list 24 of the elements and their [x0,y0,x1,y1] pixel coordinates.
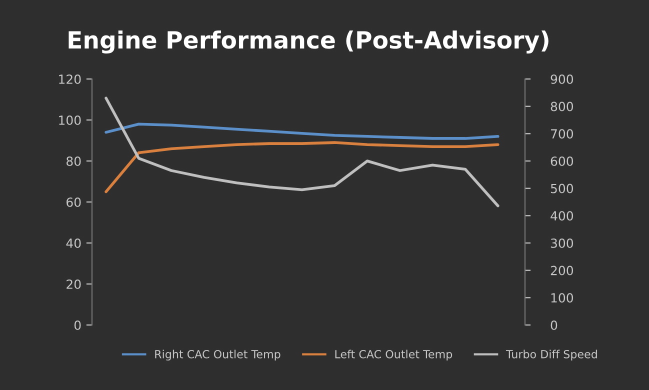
line-series [104,141,500,194]
y-tick-label: 100 [59,115,81,125]
y2-tick-label: 700 [551,129,574,139]
y2-tick-label: 800 [550,102,574,112]
legend-label: Turbo Diff Speed [506,350,597,361]
y2-tick-label: 100 [551,293,574,303]
y-tick-label: 20 [66,279,81,289]
line-series [104,96,500,208]
legend-label: Left CAC Outlet Temp [335,350,452,361]
y2-tick-label: 600 [550,156,574,166]
y-tick-label: 40 [66,238,81,248]
y-tick-label: 60 [66,197,81,207]
y-tick-label: 80 [66,156,81,166]
y2-tick-label: 500 [550,184,574,194]
line-series [104,122,500,140]
chart-title: Engine Performance (Post-Advisory) [68,30,548,54]
y2-tick-label: 300 [550,238,574,248]
y-tick-label: 0 [74,320,81,330]
y-tick-label: 120 [59,74,81,84]
y2-tick-label: 900 [550,74,574,84]
y2-tick-label: 0 [550,320,558,330]
legend-label: Right CAC Outlet Temp [155,350,280,361]
y2-tick-label: 200 [550,266,574,276]
y2-tick-label: 400 [550,211,574,221]
